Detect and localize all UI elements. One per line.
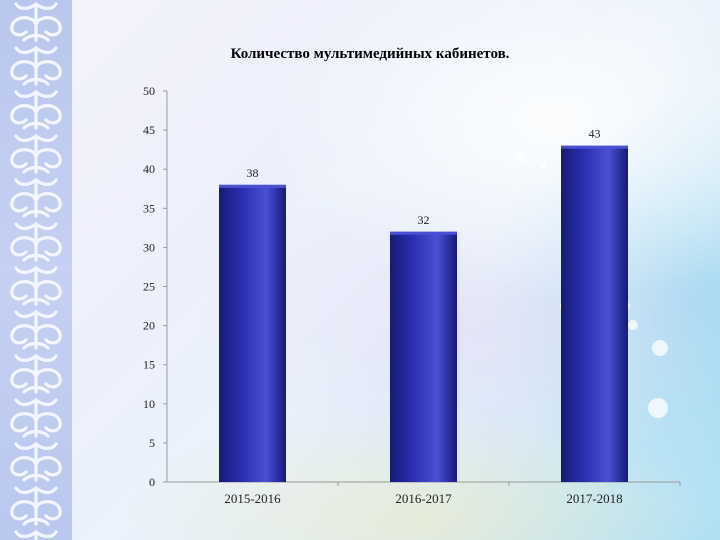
y-tick-label: 5: [149, 436, 155, 450]
bar-data-label: 32: [418, 213, 430, 227]
bar: [561, 145, 628, 483]
bar-top-highlight: [561, 145, 628, 149]
bar: [219, 184, 286, 482]
bar-top-highlight: [219, 184, 286, 188]
x-tick-label: 2017-2018: [566, 491, 622, 506]
y-tick-label: 40: [143, 162, 155, 176]
y-tick-label: 15: [143, 358, 155, 372]
bar-data-label: 38: [247, 166, 259, 180]
y-tick-label: 20: [143, 319, 155, 333]
y-tick-label: 30: [143, 240, 155, 254]
bubble-decoration: [628, 320, 638, 330]
decorative-ornament-strip: [0, 0, 72, 540]
y-tick-label: 25: [143, 280, 155, 294]
y-tick-label: 50: [143, 84, 155, 98]
bubble-decoration: [515, 152, 525, 162]
y-tick-label: 45: [143, 123, 155, 137]
bubble-decoration: [652, 340, 668, 356]
bubble-decoration: [648, 398, 668, 418]
bar-top-highlight: [390, 231, 457, 235]
y-tick-label: 10: [143, 397, 155, 411]
y-tick-label: 35: [143, 201, 155, 215]
y-tick-label: 0: [149, 475, 155, 489]
bubble-decoration: [540, 162, 547, 169]
x-tick-label: 2015-2016: [224, 491, 281, 506]
ornament-pattern-icon: [4, 0, 68, 540]
chart-title: Количество мультимедийных кабинетов.: [230, 46, 510, 62]
bar-data-label: 43: [589, 127, 601, 141]
x-tick-label: 2016-2017: [395, 491, 452, 506]
bar: [390, 231, 457, 482]
